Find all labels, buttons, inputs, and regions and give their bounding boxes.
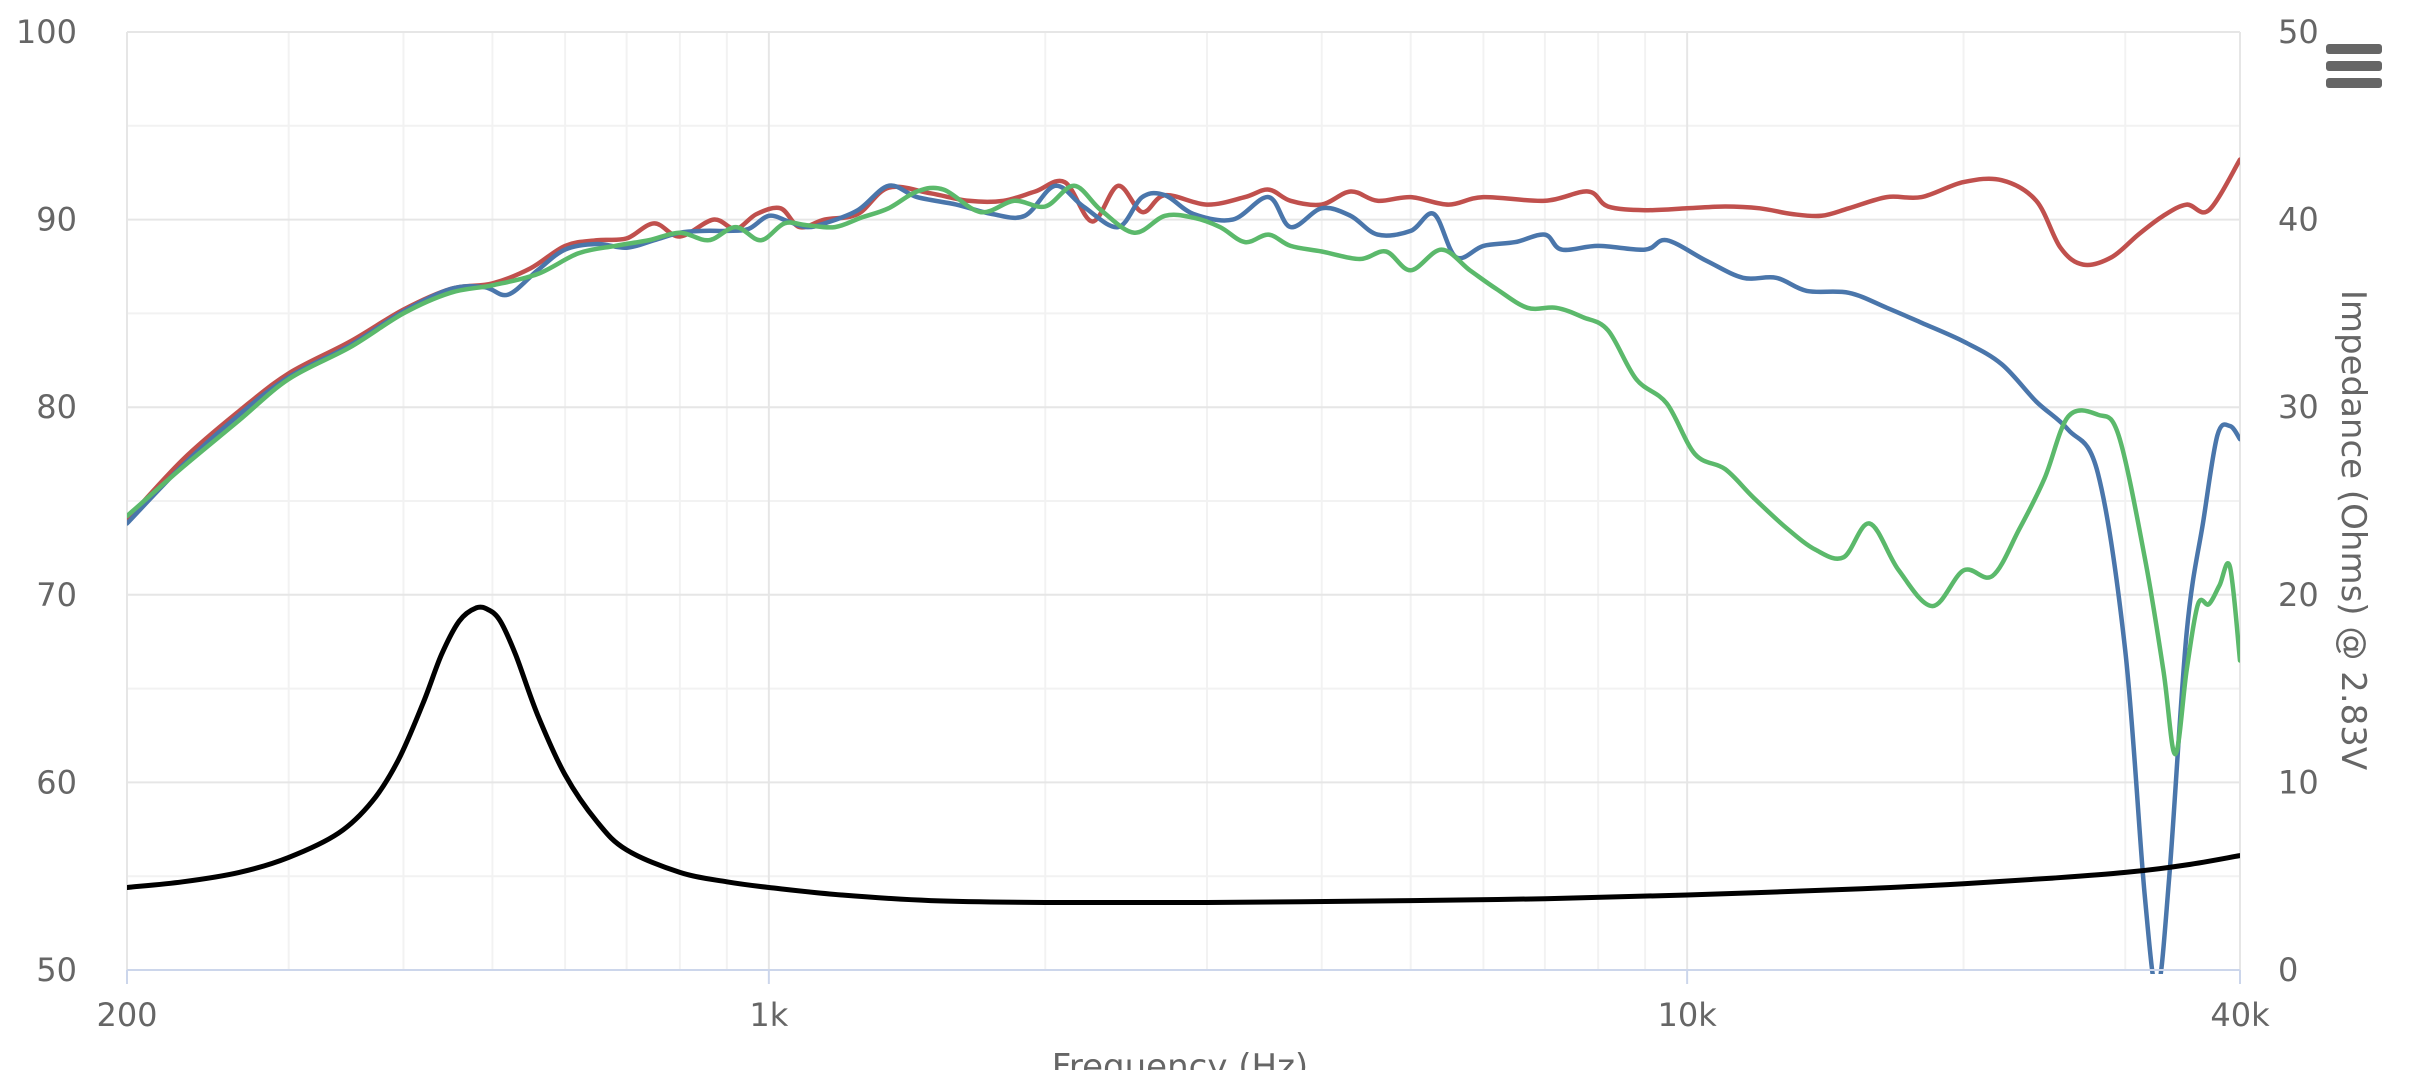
- x-tick-label: 10k: [1658, 996, 1718, 1034]
- y2-tick-label: 0: [2278, 951, 2298, 989]
- y-tick-label: 100: [16, 13, 77, 51]
- x-tick-label: 1k: [749, 996, 788, 1034]
- y-tick-label: 80: [36, 388, 77, 426]
- impedance-series: [127, 604, 2240, 906]
- chart-menu-button[interactable]: [2326, 44, 2382, 96]
- spl-series-green: [127, 183, 2240, 757]
- menu-icon: [2326, 44, 2382, 54]
- spl-series-red: [127, 157, 2240, 523]
- y-tick-label: 70: [36, 576, 77, 614]
- x-tick-label: 200: [96, 996, 157, 1034]
- x-tick-label: 40k: [2210, 996, 2270, 1034]
- y2-tick-label: 10: [2278, 763, 2319, 801]
- y2-axis-title: Impedance (Ohms) @ 2.83V: [2333, 290, 2373, 770]
- y2-tick-label: 20: [2278, 576, 2319, 614]
- y2-tick-label: 40: [2278, 201, 2319, 239]
- y-tick-label: 60: [36, 763, 77, 801]
- y2-tick-label: 50: [2278, 13, 2319, 51]
- y2-tick-label: 30: [2278, 388, 2319, 426]
- x-axis-title: Frequency (Hz): [1052, 1047, 1308, 1070]
- spl-series-blue: [127, 183, 2240, 974]
- y-tick-label: 90: [36, 201, 77, 239]
- y-tick-label: 50: [36, 951, 77, 989]
